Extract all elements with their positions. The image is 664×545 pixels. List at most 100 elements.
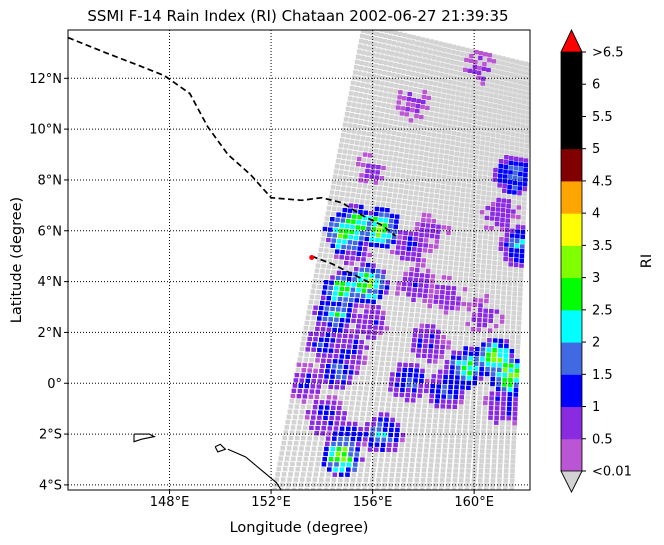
swath-pixel: [491, 362, 496, 367]
swath-pixel: [428, 294, 434, 299]
swath-pixel: [409, 144, 415, 149]
swath-pixel: [426, 263, 431, 269]
swath-pixel: [398, 306, 404, 312]
swath-pixel: [422, 207, 427, 212]
swath-pixel: [342, 207, 348, 213]
colorbar-segment: [561, 52, 582, 85]
swath-pixel: [330, 410, 335, 416]
swath-pixel: [472, 468, 477, 473]
swath-pixel: [497, 183, 502, 188]
swath-pixel: [393, 224, 398, 229]
swath-pixel: [332, 327, 337, 333]
swath-pixel: [411, 252, 416, 257]
swath-pixel: [340, 349, 345, 354]
swath-pixel: [474, 95, 480, 100]
swath-pixel: [498, 459, 503, 464]
swath-pixel: [524, 148, 529, 154]
swath-pixel: [495, 396, 500, 401]
swath-pixel: [457, 167, 463, 172]
swath-pixel: [341, 380, 346, 385]
swath-pixel: [383, 376, 389, 382]
swath-pixel: [441, 93, 446, 98]
swath-pixel: [503, 468, 509, 474]
swath-pixel: [344, 436, 349, 442]
swath-pixel: [442, 124, 447, 129]
swath-pixel: [494, 420, 499, 425]
swath-pixel: [381, 165, 386, 171]
swath-pixel: [437, 369, 443, 374]
swath-pixel: [338, 291, 344, 297]
swath-pixel: [490, 487, 495, 490]
swath-pixel: [519, 143, 525, 148]
swath-pixel: [438, 41, 443, 46]
swath-pixel: [342, 181, 347, 186]
swath-pixel: [519, 253, 525, 259]
swath-pixel: [328, 421, 333, 426]
swath-pixel: [437, 374, 442, 379]
swath-pixel: [294, 472, 300, 477]
swath-pixel: [358, 119, 363, 125]
swath-pixel: [350, 477, 356, 483]
swath-pixel: [472, 463, 478, 469]
swath-pixel: [410, 262, 415, 267]
swath-pixel: [463, 217, 468, 223]
swath-pixel: [364, 61, 369, 67]
swath-pixel: [376, 346, 381, 351]
swath-pixel: [450, 365, 455, 370]
swath-pixel: [452, 276, 458, 281]
swath-pixel: [402, 235, 408, 241]
swath-pixel: [409, 45, 415, 50]
swath-pixel: [445, 295, 450, 300]
swath-pixel: [359, 421, 364, 427]
swath-pixel: [471, 395, 476, 400]
swath-pixel: [493, 323, 499, 329]
swath-pixel: [431, 223, 436, 229]
swath-pixel: [384, 82, 390, 87]
swath-pixel: [395, 245, 401, 250]
swath-pixel: [509, 353, 514, 359]
swath-pixel: [292, 451, 297, 456]
swath-pixel: [391, 198, 397, 203]
swath-pixel: [288, 404, 294, 409]
swath-pixel: [497, 358, 503, 363]
swath-pixel: [494, 79, 500, 84]
swath-pixel: [443, 260, 448, 265]
swath-pixel: [320, 237, 326, 242]
swath-pixel: [380, 356, 385, 361]
swath-pixel: [358, 178, 363, 183]
swath-pixel: [375, 170, 380, 175]
swath-pixel: [462, 360, 467, 366]
swath-pixel: [318, 311, 323, 316]
swath-pixel: [482, 415, 487, 420]
swath-pixel: [455, 246, 460, 252]
swath-pixel: [495, 212, 500, 217]
swath-pixel: [314, 394, 320, 400]
swath-pixel: [465, 473, 471, 478]
swath-pixel: [431, 178, 436, 183]
swath-pixel: [391, 362, 396, 367]
storm-track-extension: [311, 255, 373, 285]
swath-pixel: [380, 397, 386, 402]
swath-pixel: [443, 205, 449, 210]
swath-pixel: [298, 415, 304, 420]
swath-pixel: [506, 121, 511, 126]
swath-pixel: [492, 182, 497, 187]
swath-pixel: [371, 335, 377, 340]
swath-pixel: [347, 457, 353, 462]
swath-pixel: [389, 56, 394, 61]
swath-pixel: [515, 349, 520, 354]
swath-pixel: [403, 189, 409, 195]
swath-pixel: [434, 153, 439, 158]
swath-pixel: [381, 44, 387, 49]
swath-pixel: [465, 321, 470, 327]
swath-pixel: [394, 214, 400, 219]
swath-pixel: [354, 370, 360, 375]
swath-pixel: [411, 134, 416, 139]
swath-pixel: [414, 368, 419, 373]
swath-pixel: [468, 218, 474, 223]
swath-pixel: [384, 30, 389, 33]
colorbar-segment: [561, 116, 582, 150]
swath-pixel: [414, 145, 420, 150]
swath-pixel: [477, 115, 483, 121]
